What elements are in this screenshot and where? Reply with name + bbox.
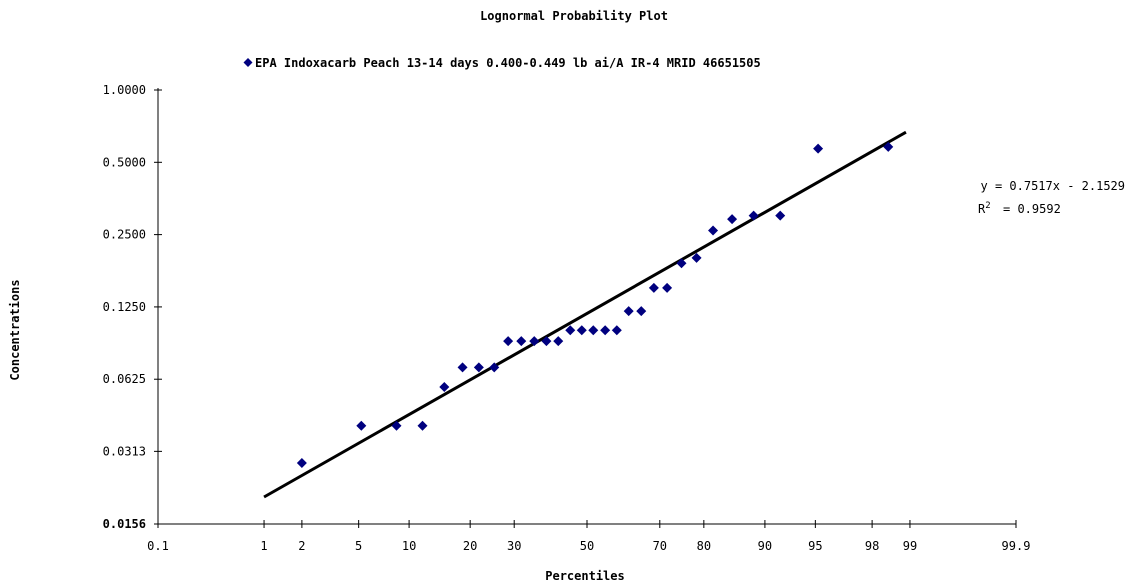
legend-label: EPA Indoxacarb Peach 13-14 days 0.400-0.… [255,56,761,70]
x-tick-label: 98 [865,539,879,553]
y-tick-label: 0.5000 [103,155,146,169]
trendline-equation-text: y = 0.7517x - 2.1529 [981,179,1126,193]
data-point [600,325,610,335]
r-squared-value: = 0.9592 [1003,202,1061,216]
x-tick-label: 10 [402,539,416,553]
trendline [264,132,906,497]
y-tick-label: 0.1250 [103,300,146,314]
x-tick-label: 5 [355,539,362,553]
data-point [775,211,785,221]
x-tick-label: 2 [298,539,305,553]
y-tick-label: 1.0000 [103,83,146,97]
data-point [553,336,563,346]
data-point [458,362,468,372]
chart-title: Lognormal Probability Plot [480,9,668,23]
x-tick-label: 0.1 [147,539,169,553]
data-point [727,214,737,224]
x-tick-label: 1 [260,539,267,553]
trendline-equation: y = 0.7517x - 2.1529 R2 = 0.9592 [978,179,1125,216]
axes [158,88,1016,524]
data-point [588,325,598,335]
x-tick-label: 50 [580,539,594,553]
data-point [636,306,646,316]
data-point [565,325,575,335]
y-axis-title: Concentrations [8,279,22,380]
y-tick-label: 0.0313 [103,444,146,458]
data-point [649,283,659,293]
data-point [417,421,427,431]
data-point [356,421,366,431]
data-point [624,306,634,316]
data-point [516,336,526,346]
x-tick-label: 70 [653,539,667,553]
legend: EPA Indoxacarb Peach 13-14 days 0.400-0.… [244,56,761,70]
y-axis-ticks: 0.0156 0.0313 0.0625 0.1250 0.2500 0.5000 1.00… [103,83,162,531]
data-point [577,325,587,335]
data-point [662,283,672,293]
data-point [708,226,718,236]
y-tick-label: 0.2500 [103,228,146,242]
data-point [297,458,307,468]
r-squared-symbol: R2 [978,201,991,216]
x-tick-label: 20 [463,539,477,553]
data-point [439,382,449,392]
x-tick-label: 80 [697,539,711,553]
trendline-group [264,132,906,497]
x-tick-label: 99.9 [1002,539,1031,553]
x-tick-label: 99 [903,539,917,553]
y-tick-label: 0.0156 [103,517,146,531]
data-point [677,258,687,268]
x-tick-label: 90 [758,539,772,553]
legend-marker-diamond [244,58,253,67]
data-point [474,362,484,372]
data-point [813,144,823,154]
x-axis-title: Percentiles [545,569,624,582]
data-point [503,336,513,346]
x-tick-label: 30 [507,539,521,553]
y-tick-label: 0.0625 [103,372,146,386]
x-axis-ticks: 0.1 1 2 5 10 20 30 50 70 80 90 95 98 99 99.9 [147,520,1030,553]
x-tick-label: 95 [808,539,822,553]
data-point [612,325,622,335]
